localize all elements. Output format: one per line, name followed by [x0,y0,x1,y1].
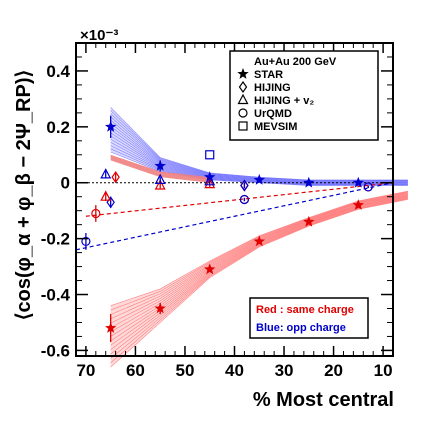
star-marker-opp [303,176,315,188]
circle-marker-opp [81,236,91,247]
legend-diamond-icon [238,80,248,94]
diamond-marker-opp [240,179,249,192]
circle-marker-same [91,208,101,219]
x-tick-label: 10 [374,361,393,380]
square-marker-opp [205,150,215,160]
y-tick-label: 0.2 [46,118,70,137]
x-tick-label: 40 [225,361,244,380]
star-marker-opp [352,176,364,188]
legend-star-icon [237,68,249,79]
legend-triangle-icon [237,93,249,105]
charge-note: Red : same charge Blue: opp charge [249,297,369,339]
legend-box [229,50,379,141]
trend-line-same [85,182,394,217]
y-tick-label: -0.4 [41,286,71,305]
x-tick-label: 20 [324,361,343,380]
band-hatch-same [110,198,408,364]
y-axis: -0.6 -0.4 -0.2 0 0.2 0.4 [41,56,393,360]
legend-label: HIJING [254,82,291,94]
x-tick-label: 50 [176,361,195,380]
band-same [110,191,408,368]
x-tick-label: 60 [126,361,145,380]
legend-circle-icon [238,108,248,118]
star-marker-same [105,322,117,333]
star-marker-same [253,235,265,247]
star-marker-same [303,215,315,227]
y-tick-label: -0.2 [41,230,70,249]
trend-line-opp [75,182,394,251]
y-tick-label: 0 [61,174,70,193]
star-marker-same [154,302,166,314]
band-hijing_v2 [110,154,210,183]
diamond-marker-same [111,171,120,184]
band-hatch-same [110,199,408,368]
data-points [81,115,373,343]
legend-label: MEVSIM [254,121,297,133]
triangle-marker-same [154,179,166,190]
band-hatch-same [110,198,408,359]
legend-header: Au+Au 200 GeV [254,56,337,68]
circle-marker-opp [239,194,250,205]
x-tick-label: 70 [76,361,95,380]
star-marker-same [352,199,364,210]
legend-label: STAR [254,69,283,81]
x-tick-label: 30 [275,361,294,380]
star-marker-opp [105,120,117,132]
star-marker-same [204,263,216,275]
circle-marker-opp [363,182,373,192]
triangle-marker-same [204,177,216,189]
trend-lines [75,182,394,251]
y-axis-title: ⟨cos(φ_α + φ_β − 2Ψ_RP)⟩ [13,70,35,321]
triangle-marker-opp [154,173,166,185]
y-tick-label: -0.6 [41,341,70,360]
legend-label: HIJING + v₂ [254,95,314,107]
x-axis-title: % Most central [253,389,394,411]
star-marker-opp [253,173,265,185]
same-charge-note: Red : same charge [256,304,354,316]
triangle-marker-same [100,190,112,201]
x-axis: 70 60 50 40 30 20 10 [76,43,393,380]
triangle-marker-opp [204,175,216,186]
triangle-marker-opp [100,168,112,179]
y-multiplier: ×10⁻³ [80,27,118,44]
star-marker-opp [154,160,166,171]
legend-label: UrQMD [254,108,292,120]
y-tick-label: 0.4 [46,62,70,81]
opp-charge-note: Blue: opp charge [256,322,346,334]
legend-square-icon [238,121,248,131]
charge-note-box [249,297,369,339]
